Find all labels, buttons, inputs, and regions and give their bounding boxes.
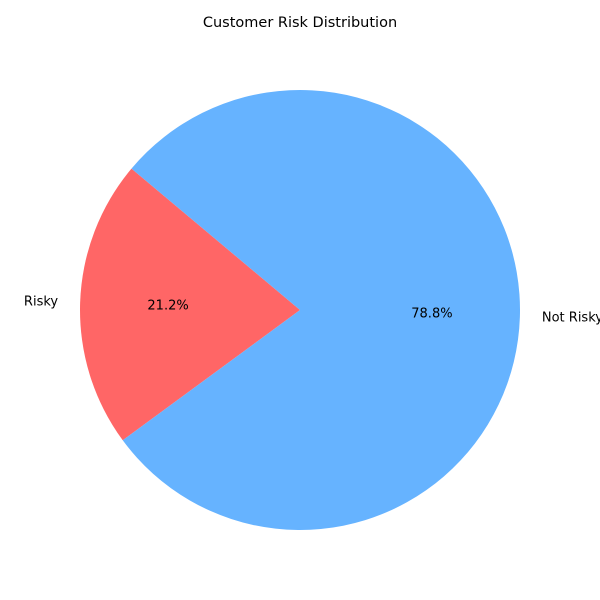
chart-title: Customer Risk Distribution xyxy=(203,15,397,31)
pie-slice-risky xyxy=(80,168,300,441)
pie-labels: 21.2% Risky 78.8% Not Risky xyxy=(24,295,600,326)
pie-slices xyxy=(80,90,521,531)
pie-slice-not-risky xyxy=(122,90,521,531)
pct-label-risky: 21.2% xyxy=(147,298,188,313)
pct-label-not-risky: 78.8% xyxy=(411,307,452,322)
slice-label-risky: Risky xyxy=(24,295,58,310)
slice-label-not-risky: Not Risky xyxy=(542,310,600,325)
